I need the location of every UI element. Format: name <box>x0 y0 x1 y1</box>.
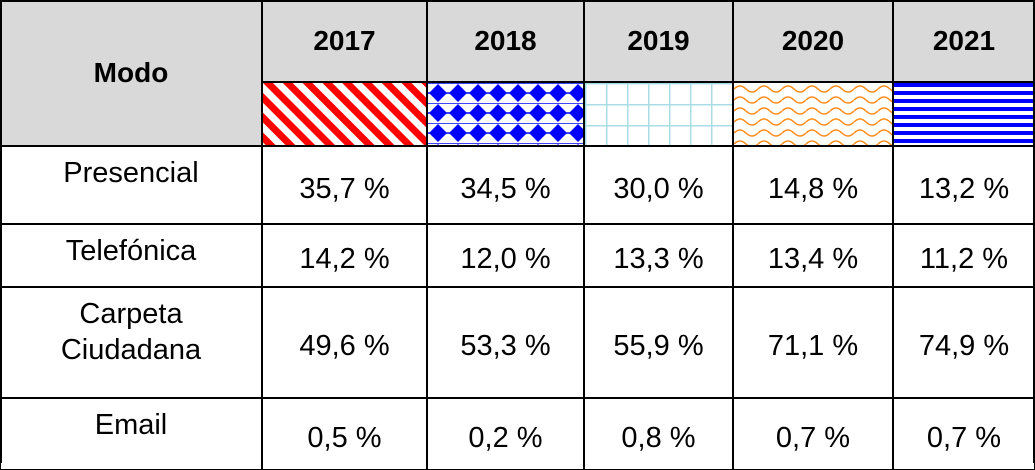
pattern-swatch <box>263 83 426 145</box>
legend-pattern <box>262 82 427 146</box>
value-cell: 13,3 % <box>584 224 733 287</box>
year-header: 2021 <box>893 0 1035 82</box>
value-cell: 14,8 % <box>733 146 893 224</box>
value-cell: 13,2 % <box>893 146 1035 224</box>
year-header: 2018 <box>427 0 584 82</box>
year-header: 2017 <box>262 0 427 82</box>
value-cell: 49,6 % <box>262 287 427 398</box>
pattern-swatch <box>734 83 892 145</box>
value-cell: 35,7 % <box>262 146 427 224</box>
row-label: Presencial <box>0 146 262 224</box>
legend-pattern <box>893 82 1035 146</box>
value-cell: 12,0 % <box>427 224 584 287</box>
value-cell: 71,1 % <box>733 287 893 398</box>
legend-pattern <box>427 82 584 146</box>
value-cell: 13,4 % <box>733 224 893 287</box>
pattern-swatch <box>585 83 732 145</box>
value-cell: 74,9 % <box>893 287 1035 398</box>
value-cell: 0,7 % <box>733 398 893 470</box>
value-cell: 55,9 % <box>584 287 733 398</box>
mode-header: Modo <box>0 0 262 146</box>
value-cell: 0,2 % <box>427 398 584 470</box>
year-header: 2019 <box>584 0 733 82</box>
value-cell: 0,7 % <box>893 398 1035 470</box>
value-cell: 53,3 % <box>427 287 584 398</box>
value-cell: 30,0 % <box>584 146 733 224</box>
value-cell: 0,8 % <box>584 398 733 470</box>
value-cell: 14,2 % <box>262 224 427 287</box>
row-label: Email <box>0 398 262 470</box>
row-label: Telefónica <box>0 224 262 287</box>
row-label: Carpeta Ciudadana <box>0 287 262 398</box>
year-header: 2020 <box>733 0 893 82</box>
value-cell: 34,5 % <box>427 146 584 224</box>
pattern-swatch <box>894 83 1034 145</box>
legend-pattern <box>584 82 733 146</box>
pattern-swatch <box>428 83 583 145</box>
value-cell: 0,5 % <box>262 398 427 470</box>
legend-pattern <box>733 82 893 146</box>
value-cell: 11,2 % <box>893 224 1035 287</box>
